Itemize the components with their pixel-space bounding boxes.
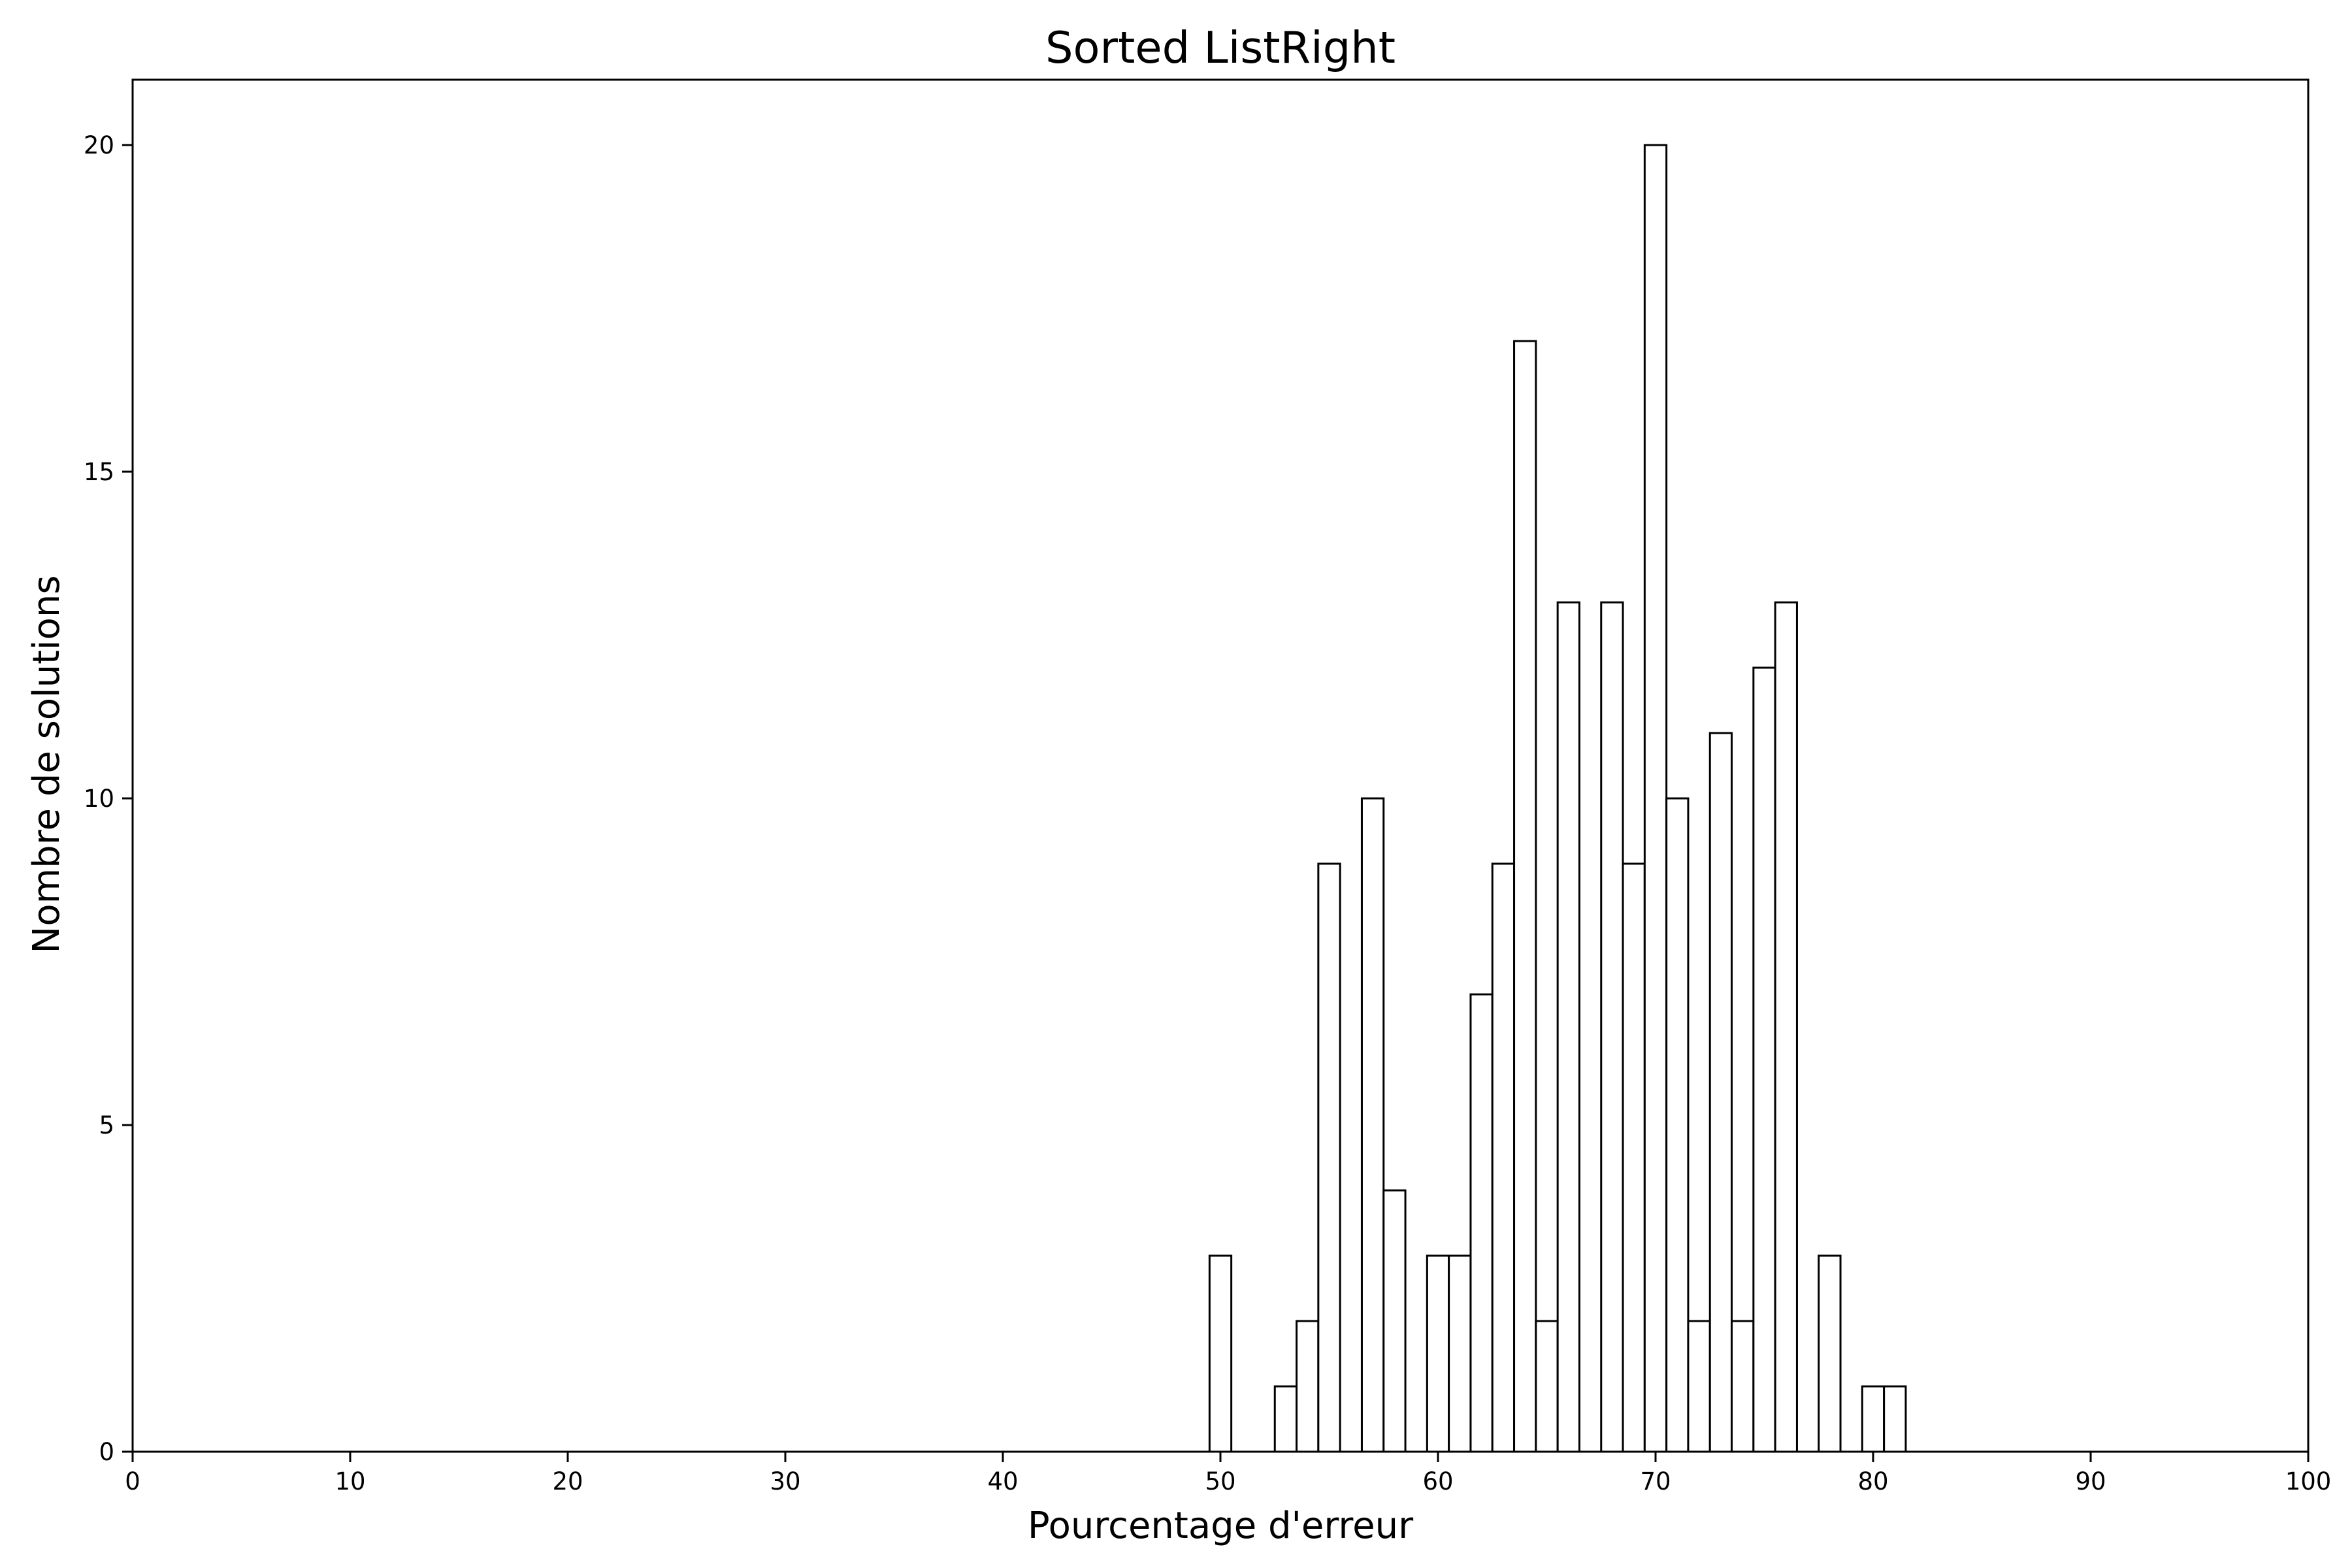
x-tick-label: 70 [1640,1467,1671,1495]
histogram-bar [1382,1189,1407,1453]
histogram-bar [1491,862,1516,1453]
bars-group [1208,144,1907,1453]
histogram-bar [1469,993,1494,1453]
x-tick-label: 80 [1857,1467,1888,1495]
histogram-bar [1208,1254,1233,1453]
histogram-bar [1273,1385,1298,1453]
y-axis-ticks: 0 5 10 15 20 [84,131,133,1466]
histogram-bar [1513,340,1537,1453]
histogram-bar [1426,1254,1450,1453]
histogram-bar [1708,732,1733,1453]
histogram-bar [1600,601,1624,1453]
histogram-bar [1752,666,1776,1453]
x-tick-label: 90 [2075,1467,2106,1495]
histogram-bar [1622,862,1646,1453]
x-tick-label: 100 [2285,1467,2332,1495]
histogram-bar [1317,862,1341,1453]
x-tick-label: 60 [1422,1467,1453,1495]
x-tick-label: 10 [335,1467,365,1495]
histogram-bar [1360,797,1385,1453]
histogram-bar [1731,1320,1755,1453]
histogram-bar [1818,1254,1842,1453]
histogram-bar [1774,601,1798,1453]
histogram-bar [1448,1254,1472,1453]
x-tick-label: 30 [770,1467,800,1495]
x-axis-ticks: 0 10 20 30 40 50 60 70 80 90 100 [125,1452,2331,1495]
x-tick-label: 20 [552,1467,583,1495]
chart-title: Sorted ListRight [1045,22,1396,73]
histogram-bar [1883,1385,1907,1453]
y-tick-label: 20 [84,131,114,159]
histogram-bar [1535,1320,1559,1453]
x-tick-label: 0 [125,1467,140,1495]
y-tick-label: 15 [84,458,114,486]
plot-frame [131,78,2310,1453]
histogram-bar [1643,144,1668,1453]
histogram-bar [1665,797,1690,1453]
y-tick-label: 0 [99,1438,114,1466]
histogram-bar [1861,1385,1886,1453]
y-tick-label: 5 [99,1111,114,1139]
x-tick-label: 50 [1205,1467,1235,1495]
histogram-bar [1296,1320,1320,1453]
x-axis-label: Pourcentage d'erreur [1028,1505,1414,1547]
y-axis-label: Nombre de solutions [25,575,68,953]
y-tick-label: 10 [84,785,114,813]
histogram-bar [1687,1320,1711,1453]
x-tick-label: 40 [987,1467,1018,1495]
histogram-bar [1556,601,1580,1453]
